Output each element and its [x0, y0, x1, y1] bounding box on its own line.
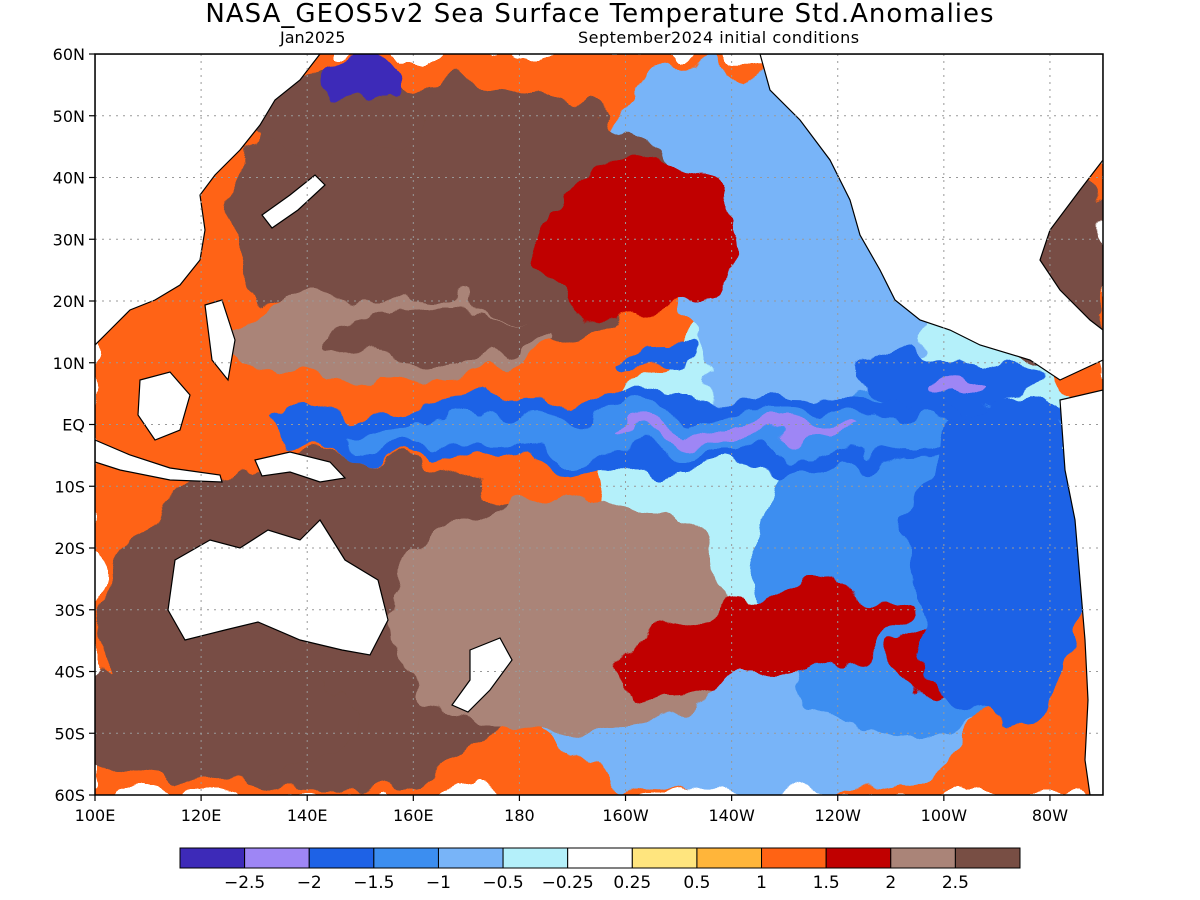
colorbar-label: 0.5 [683, 873, 710, 893]
new-guinea-landmass [254, 451, 347, 483]
philippines-landmass [204, 299, 236, 382]
sumatra-java-landmass [95, 439, 223, 483]
lat-tick-label: EQ [62, 416, 85, 435]
lon-tick-label: 160W [602, 806, 649, 825]
borneo-landmass [137, 371, 191, 441]
anomaly-patch [95, 660, 350, 780]
lat-tick-label: 20N [53, 292, 85, 311]
new-zealand-landmass [451, 637, 513, 713]
anomaly-patch [330, 310, 550, 360]
colorbar-label: −1.5 [353, 873, 394, 893]
colorbar-swatch [631, 847, 698, 869]
colorbar-label: −2 [297, 873, 322, 893]
colorbar-swatch [567, 847, 633, 869]
colorbar-label: 2 [885, 873, 896, 893]
lat-tick-label: 50N [53, 107, 85, 126]
forecast-month: Jan2025 [280, 28, 346, 47]
anomaly-patch [930, 372, 990, 392]
anomaly-patch [540, 160, 740, 320]
lat-tick-label: 60N [53, 45, 85, 64]
colorbar-swatch [179, 847, 246, 869]
land-masses [95, 54, 1103, 795]
colorbar-label: −2.5 [224, 873, 265, 893]
longitude-axis: 100E 120E 140E 160E 180 160W 140W 120W 100W 80W [75, 795, 1068, 825]
initial-conditions: September2024 initial conditions [578, 28, 860, 47]
lon-tick-label: 180 [504, 806, 535, 825]
chart-title: NASA_GEOS5v2 Sea Surface Temperature Std… [205, 0, 995, 29]
anomaly-patch [910, 400, 1090, 720]
lat-tick-label: 30N [53, 230, 85, 249]
lon-tick-label: 120W [815, 806, 862, 825]
australia-landmass [167, 519, 389, 656]
lon-tick-label: 120E [181, 806, 222, 825]
graticule [95, 54, 1103, 795]
anomaly-patch [320, 55, 400, 105]
colorbar-swatch [244, 847, 310, 869]
colorbar-label: −0.5 [482, 873, 523, 893]
lat-tick-label: 20S [54, 539, 85, 558]
anomaly-patch [620, 424, 860, 440]
colorbar-label: −0.25 [542, 873, 594, 893]
colorbar-swatch [696, 847, 763, 869]
colorbar-swatch [308, 847, 375, 869]
asia-landmass [95, 54, 321, 346]
lat-tick-label: 10S [54, 477, 85, 496]
colorbar-swatch [502, 847, 569, 869]
lon-tick-label: 80W [1032, 806, 1068, 825]
latitude-axis: 60N 50N 40N 30N 20N 10N EQ 10S 20S 30S 40S 50S 60S [53, 45, 95, 805]
lon-tick-label: 160E [393, 806, 434, 825]
colorbar-label: 1 [756, 873, 767, 893]
lat-tick-label: 10N [53, 354, 85, 373]
north-america-landmass [759, 54, 1103, 381]
colorbar-label: 0.25 [613, 873, 651, 893]
colorbar-swatch [825, 847, 892, 869]
anomaly-patch [620, 345, 700, 369]
colorbar-swatch [437, 847, 504, 869]
lat-tick-label: 40N [53, 169, 85, 188]
colorbar-swatch [761, 847, 827, 869]
lat-tick-label: 30S [54, 601, 85, 620]
colorbar-label: 2.5 [942, 873, 969, 893]
lon-tick-label: 140E [287, 806, 328, 825]
colorbar-swatch [890, 847, 956, 869]
colorbar-swatch [954, 847, 1021, 869]
lat-tick-label: 60S [54, 786, 85, 805]
anomaly-patch [612, 592, 908, 688]
colorbar-label: 1.5 [813, 873, 840, 893]
lon-tick-label: 100E [75, 806, 116, 825]
lon-tick-label: 140W [708, 806, 755, 825]
colorbar-label: −1 [426, 873, 451, 893]
south-america-landmass [1059, 389, 1103, 795]
japan-landmass [261, 174, 326, 229]
lat-tick-label: 40S [54, 663, 85, 682]
colorbar-swatch [373, 847, 439, 869]
lat-tick-label: 50S [54, 724, 85, 743]
colorbar: −2.5 −2 −1.5 −1 −0.5 −0.25 0.25 0.5 1 1.5 2 2.5 [179, 847, 1021, 893]
lon-tick-label: 100W [921, 806, 968, 825]
